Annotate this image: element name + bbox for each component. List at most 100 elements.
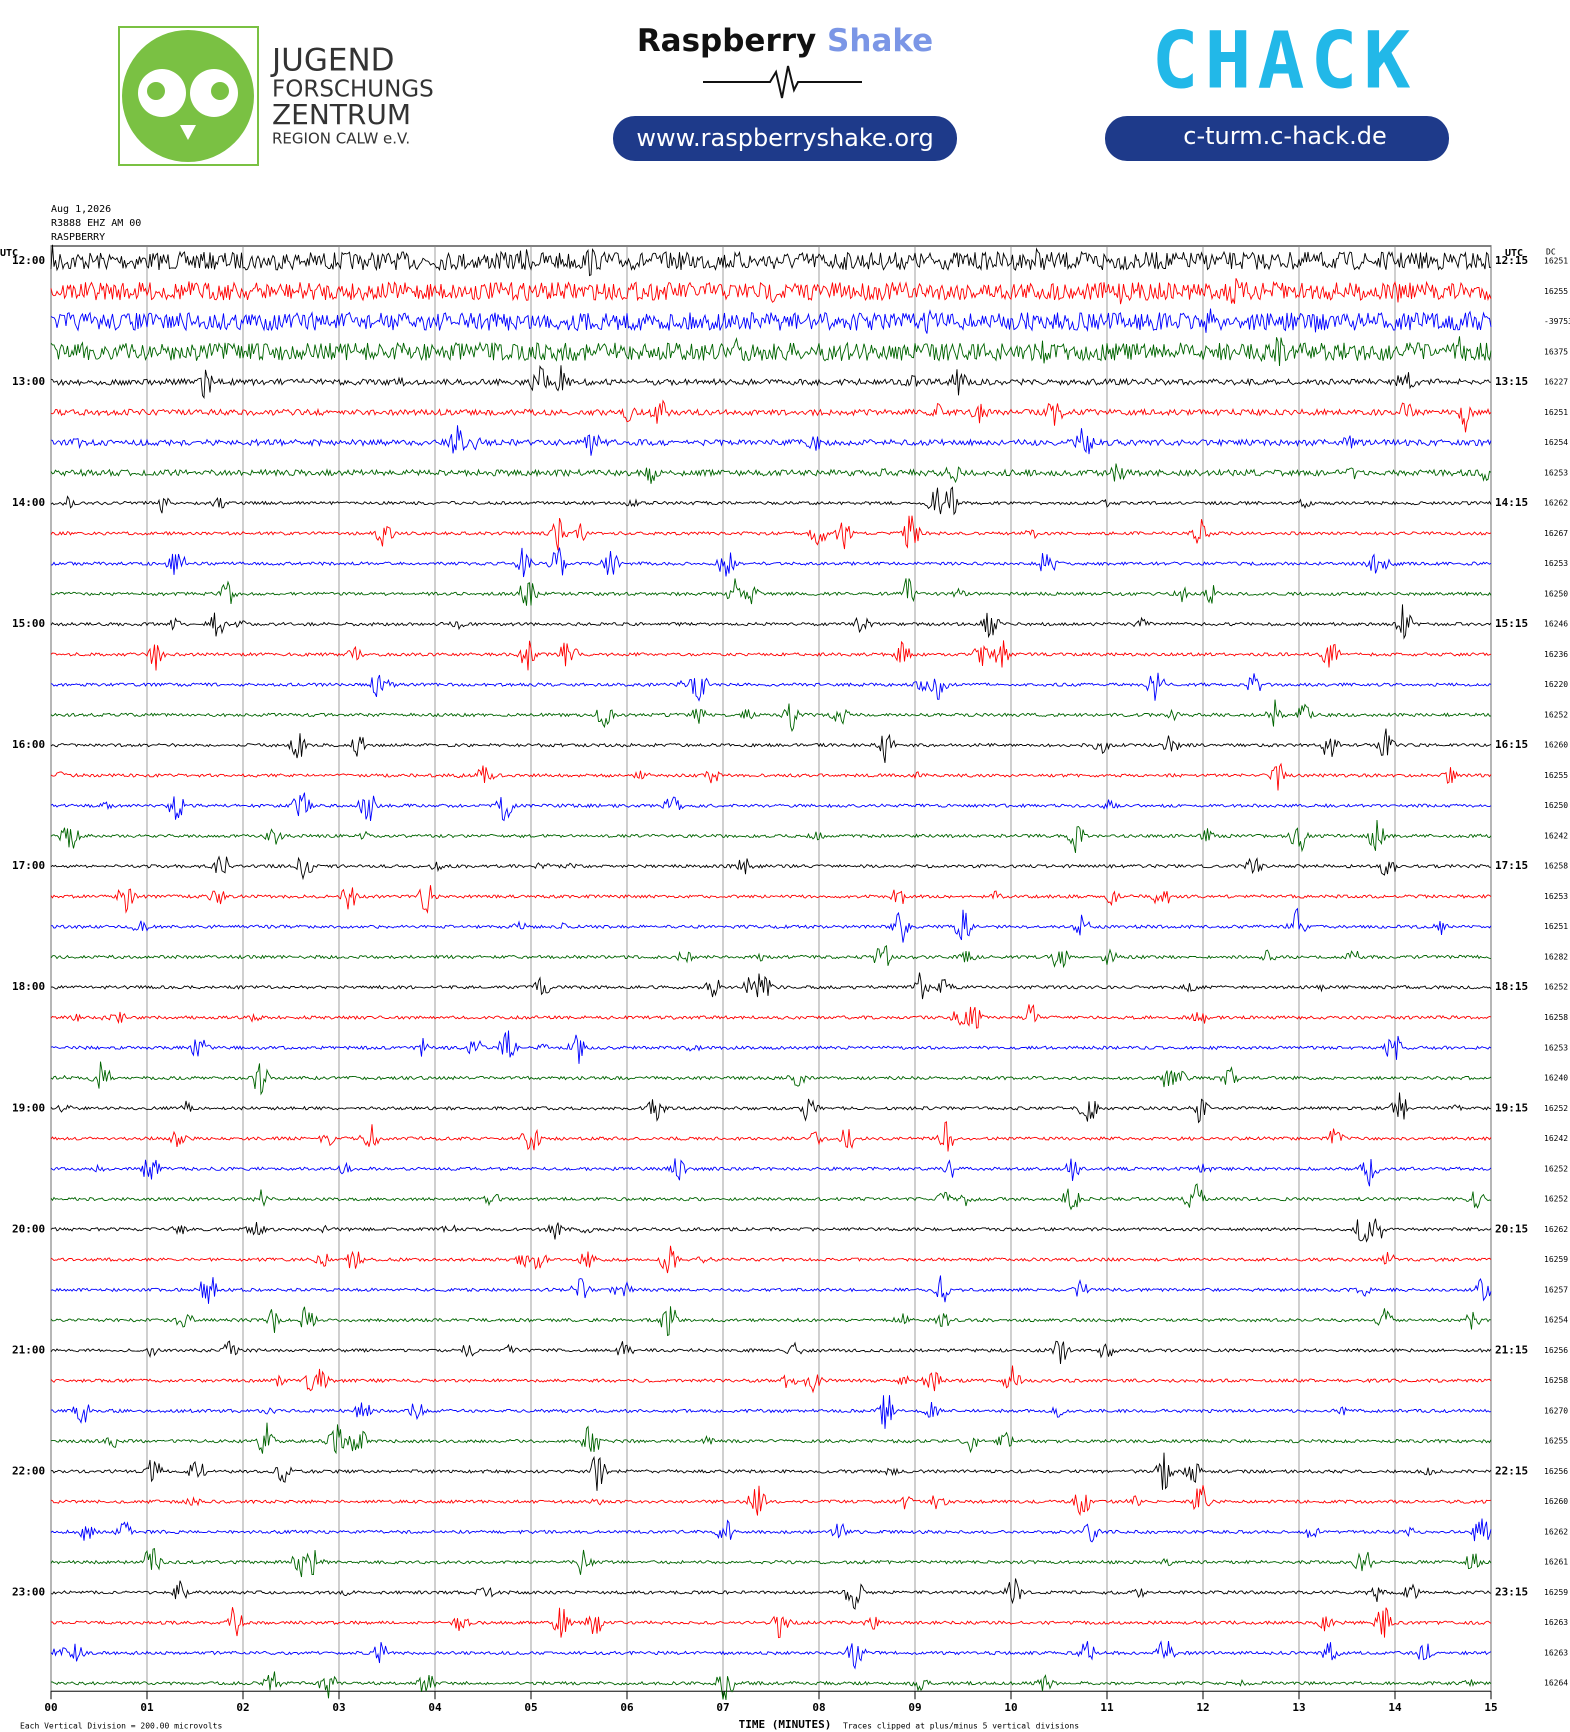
jfz-line: ZENTRUM	[272, 98, 411, 131]
trace	[50, 672, 1492, 702]
dc-value: 16263	[1544, 1618, 1568, 1627]
right-axis-label: UTC	[1505, 248, 1523, 259]
trace	[50, 425, 1492, 456]
left-time-label: 15:00	[12, 617, 45, 630]
dc-value: 16251	[1544, 922, 1568, 931]
left-time-label: 22:00	[12, 1464, 45, 1477]
right-time-label: 21:15	[1495, 1343, 1528, 1356]
x-tick-label: 13	[1292, 1701, 1305, 1714]
trace	[50, 1030, 1492, 1064]
station-info: R3888 EHZ AM 00	[51, 218, 141, 229]
jfz-logo-owl	[122, 30, 254, 162]
dc-value: 16236	[1544, 650, 1568, 659]
trace	[50, 855, 1492, 881]
dc-value: 16258	[1544, 1013, 1568, 1022]
dc-value: 16255	[1544, 771, 1568, 780]
trace	[50, 1607, 1492, 1639]
rs-url[interactable]: www.raspberryshake.org	[636, 124, 933, 152]
right-time-label: 17:15	[1495, 859, 1528, 872]
dc-value: 16282	[1544, 952, 1568, 961]
dc-value: 16259	[1544, 1255, 1568, 1264]
station-info: Aug 1,2026	[51, 204, 111, 215]
dc-value: 16259	[1544, 1588, 1568, 1597]
rs-shake: Shake	[827, 23, 933, 59]
jfz-line: FORSCHUNGS	[272, 77, 434, 103]
trace	[50, 1578, 1492, 1610]
x-tick-label: 01	[140, 1701, 154, 1714]
trace	[50, 604, 1492, 640]
dc-value: 16262	[1544, 499, 1568, 508]
dc-value: -39753	[1544, 317, 1570, 326]
chack-url[interactable]: c-turm.c-hack.de	[1183, 122, 1386, 150]
dc-value: 16256	[1544, 1346, 1568, 1355]
rs-wave	[703, 65, 862, 99]
left-time-label: 18:00	[12, 980, 45, 993]
owl-beak	[180, 125, 196, 140]
x-tick-label: 03	[332, 1701, 345, 1714]
dc-value: 16261	[1544, 1558, 1568, 1567]
owl-pupil	[211, 82, 229, 100]
right-time-label: 13:15	[1495, 375, 1528, 388]
chack-url-pill[interactable]	[1105, 116, 1449, 161]
x-tick-label: 04	[428, 1701, 442, 1714]
x-tick-label: 00	[44, 1701, 57, 1714]
trace	[50, 1485, 1492, 1517]
trace	[50, 308, 1492, 334]
dc-value: 16252	[1544, 710, 1568, 719]
trace	[50, 1218, 1492, 1243]
dc-value: 16254	[1544, 1316, 1568, 1325]
dc-value: 16240	[1544, 1074, 1568, 1083]
trace	[50, 336, 1492, 367]
trace	[50, 1340, 1492, 1364]
trace	[50, 1092, 1492, 1124]
owl-pupil	[147, 82, 165, 100]
trace	[50, 944, 1492, 969]
trace	[50, 1395, 1492, 1429]
right-time-label: 23:15	[1495, 1585, 1528, 1598]
jfz-line: REGION CALW e.V.	[272, 130, 410, 148]
trace	[50, 819, 1492, 853]
station-info: RASPBERRY	[51, 232, 105, 243]
trace	[50, 792, 1492, 822]
left-time-label: 12:00	[12, 254, 45, 267]
rs-url-pill[interactable]	[613, 116, 957, 161]
trace	[50, 578, 1492, 606]
x-tick-label: 10	[1004, 1701, 1017, 1714]
trace	[50, 1547, 1492, 1578]
left-time-label: 19:00	[12, 1101, 45, 1114]
trace	[50, 1004, 1492, 1029]
trace	[50, 728, 1492, 763]
trace	[50, 1183, 1492, 1211]
left-time-label: 16:00	[12, 738, 45, 751]
clip-note: Traces clipped at plus/minus 5 vertical …	[843, 1722, 1079, 1731]
right-time-label: 19:15	[1495, 1101, 1528, 1114]
trace	[50, 365, 1491, 400]
x-tick-label: 15	[1484, 1701, 1497, 1714]
trace	[50, 399, 1492, 433]
dc-value: 16252	[1544, 1195, 1568, 1204]
trace	[50, 1061, 1492, 1096]
chack-logo: CHACK	[1152, 16, 1417, 106]
dc-value: 16260	[1544, 1497, 1568, 1506]
right-time-label: 16:15	[1495, 738, 1528, 751]
trace	[51, 907, 1492, 943]
dc-value: 16251	[1544, 408, 1568, 417]
trace	[50, 699, 1491, 732]
right-time-label: 20:15	[1495, 1222, 1528, 1235]
dc-value: 16250	[1544, 589, 1568, 598]
trace	[50, 1518, 1492, 1543]
rs-name: Raspberry	[637, 23, 816, 59]
trace	[50, 1422, 1492, 1455]
dc-value: 16264	[1544, 1679, 1568, 1688]
right-time-label: 15:15	[1495, 617, 1528, 630]
dc-value: 16253	[1544, 892, 1568, 901]
dc-value: 16252	[1544, 1104, 1568, 1113]
dc-value: 16242	[1544, 1134, 1568, 1143]
trace	[50, 1275, 1492, 1304]
dc-value: 16254	[1544, 438, 1568, 447]
left-time-label: 17:00	[12, 859, 45, 872]
x-tick-label: 09	[908, 1701, 921, 1714]
left-time-label: 13:00	[12, 375, 45, 388]
scale-note: Each Vertical Division = 200.00 microvol…	[20, 1722, 222, 1731]
